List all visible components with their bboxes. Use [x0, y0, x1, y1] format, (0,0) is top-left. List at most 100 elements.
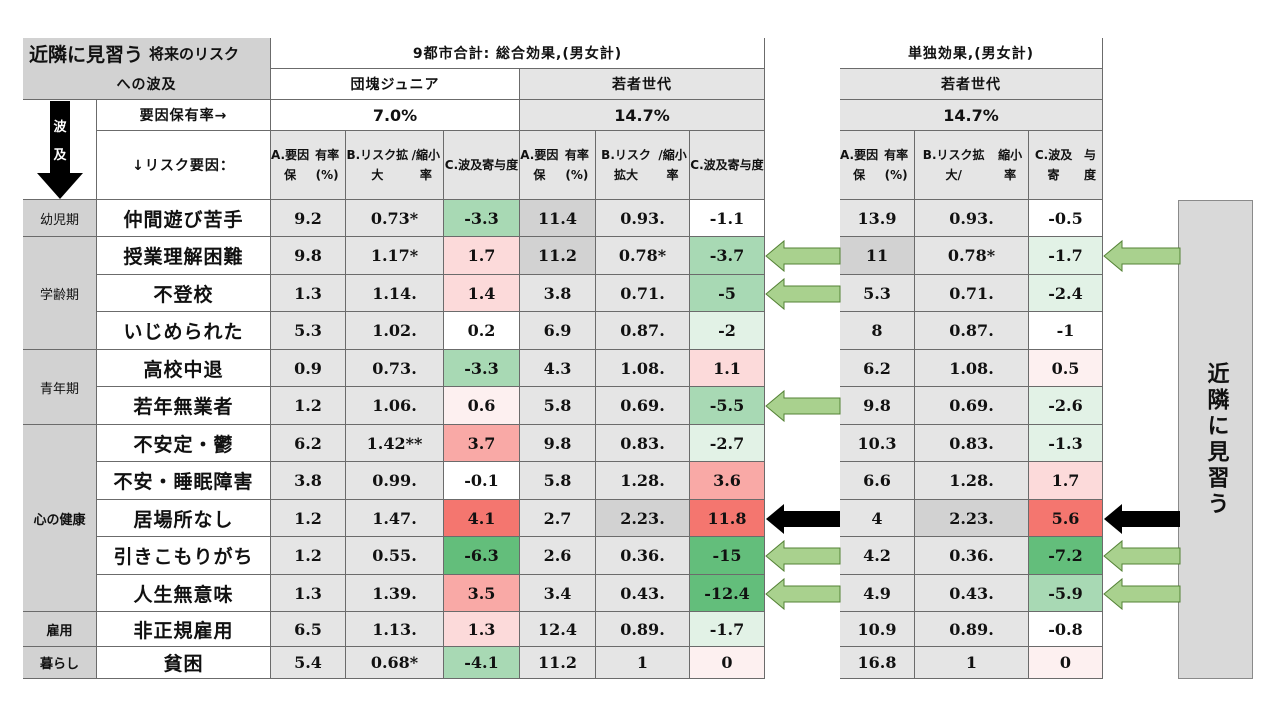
value-cell: 1.08. — [915, 350, 1029, 387]
stage-label: 心の健康 — [23, 425, 97, 612]
value-cell: 1 — [915, 647, 1029, 679]
value-cell: -6.3 — [444, 537, 520, 575]
value-cell: 1.42** — [346, 425, 444, 462]
value-cell: 0.93. — [915, 200, 1029, 237]
value-cell: 11 — [840, 237, 915, 275]
risk-factor-name: 貧困 — [97, 647, 271, 679]
value-cell: 11.8 — [690, 500, 765, 537]
value-cell: 9.8 — [840, 387, 915, 425]
value-cell: 2.23. — [596, 500, 690, 537]
value-cell: 1.2 — [271, 500, 346, 537]
green-arrow-icon — [1103, 539, 1181, 573]
column-header-line: C.波及寄 — [444, 158, 495, 172]
value-cell: 1.7 — [1029, 462, 1103, 500]
stage-label: 暮らし — [23, 647, 97, 679]
green-arrow-icon — [1103, 577, 1181, 610]
value-cell: -15 — [690, 537, 765, 575]
value-cell: 4.3 — [520, 350, 596, 387]
value-cell: -5 — [690, 275, 765, 312]
risk-factor-name: 引きこもりがち — [97, 537, 271, 575]
green-arrow-icon — [765, 277, 841, 310]
value-cell: 10.3 — [840, 425, 915, 462]
value-cell: 0.5 — [1029, 350, 1103, 387]
value-cell: -1.7 — [1029, 237, 1103, 275]
holding-rate-label: 要因保有率→ — [97, 100, 271, 131]
value-cell: 5.3 — [271, 312, 346, 350]
value-cell: 0.6 — [444, 387, 520, 425]
value-cell: 9.2 — [271, 200, 346, 237]
value-cell: 0.78* — [596, 237, 690, 275]
column-header-line: C.波及寄 — [1034, 148, 1073, 182]
value-cell: -4.1 — [444, 647, 520, 679]
column-header-line: /縮小率 — [658, 148, 687, 182]
value-cell: 0.36. — [596, 537, 690, 575]
side-label-box: 近隣に見習う — [1178, 200, 1253, 679]
value-cell: -1.7 — [690, 612, 765, 647]
green-arrow-icon — [765, 577, 841, 610]
risk-factor-name: 人生無意味 — [97, 575, 271, 612]
value-cell: -3.3 — [444, 350, 520, 387]
green-arrow-icon — [765, 539, 841, 573]
value-cell: 5.3 — [840, 275, 915, 312]
value-cell: 1.08. — [596, 350, 690, 387]
value-cell: 6.2 — [271, 425, 346, 462]
group-wakamono: 若者世代 — [520, 69, 765, 100]
single-effect-header: 単独効果,(男女計) — [840, 38, 1103, 69]
column-header-line: 有率(%) — [315, 148, 340, 182]
flow-arrow-cell: 波及 — [23, 100, 97, 200]
value-cell: 1.7 — [444, 237, 520, 275]
value-cell: 6.6 — [840, 462, 915, 500]
value-cell: 0.83. — [915, 425, 1029, 462]
column-header: A.要因保 有率(%) — [520, 131, 596, 200]
value-cell: 1.39. — [346, 575, 444, 612]
title-main: 近隣に見習う — [29, 44, 144, 66]
value-cell: 1.3 — [271, 275, 346, 312]
value-cell: 5.8 — [520, 462, 596, 500]
value-cell: -1.1 — [690, 200, 765, 237]
value-cell: 2.23. — [915, 500, 1029, 537]
value-cell: 1 — [596, 647, 690, 679]
risk-factor-name: いじめられた — [97, 312, 271, 350]
value-cell: 1.1 — [690, 350, 765, 387]
value-cell: 1.2 — [271, 387, 346, 425]
value-cell: -2.7 — [690, 425, 765, 462]
column-header: B.リスク拡大/縮小率 — [915, 131, 1029, 200]
risk-factor-name: 高校中退 — [97, 350, 271, 387]
title-line2: への波及 — [23, 69, 271, 100]
flow-label-bottom: 及 — [53, 148, 67, 163]
value-cell: 0.93. — [596, 200, 690, 237]
value-cell: 0.89. — [596, 612, 690, 647]
column-header: C.波及寄 与度 — [690, 131, 765, 200]
value-cell: 1.2 — [271, 537, 346, 575]
value-cell: -3.3 — [444, 200, 520, 237]
holding-rate-wakamono: 14.7% — [520, 100, 765, 131]
value-cell: -2.6 — [1029, 387, 1103, 425]
value-cell: -12.4 — [690, 575, 765, 612]
column-header-line: 与度 — [494, 158, 519, 172]
value-cell: 0.87. — [596, 312, 690, 350]
value-cell: 3.6 — [690, 462, 765, 500]
value-cell: 5.4 — [271, 647, 346, 679]
value-cell: -5.9 — [1029, 575, 1103, 612]
value-cell: 0.69. — [596, 387, 690, 425]
value-cell: 5.8 — [520, 387, 596, 425]
value-cell: 1.3 — [444, 612, 520, 647]
stage-label: 青年期 — [23, 350, 97, 425]
value-cell: 13.9 — [840, 200, 915, 237]
value-cell: 5.6 — [1029, 500, 1103, 537]
column-header: C.波及寄 与度 — [1029, 131, 1103, 200]
value-cell: 3.8 — [520, 275, 596, 312]
value-cell: 0.69. — [915, 387, 1029, 425]
value-cell: 0.78* — [915, 237, 1029, 275]
title-small: 将来のリスク — [149, 45, 240, 63]
risk-factor-name: 不登校 — [97, 275, 271, 312]
column-header-line: 縮小率 — [998, 148, 1023, 182]
value-cell: 0.9 — [271, 350, 346, 387]
value-cell: 0.36. — [915, 537, 1029, 575]
value-cell: -3.7 — [690, 237, 765, 275]
risk-factor-name: 授業理解困難 — [97, 237, 271, 275]
column-header-line: /縮小率 — [411, 148, 441, 182]
column-header-line: B.リスク拡大 — [346, 148, 409, 182]
value-cell: 11.2 — [520, 647, 596, 679]
risk-factor-name: 仲間遊び苦手 — [97, 200, 271, 237]
